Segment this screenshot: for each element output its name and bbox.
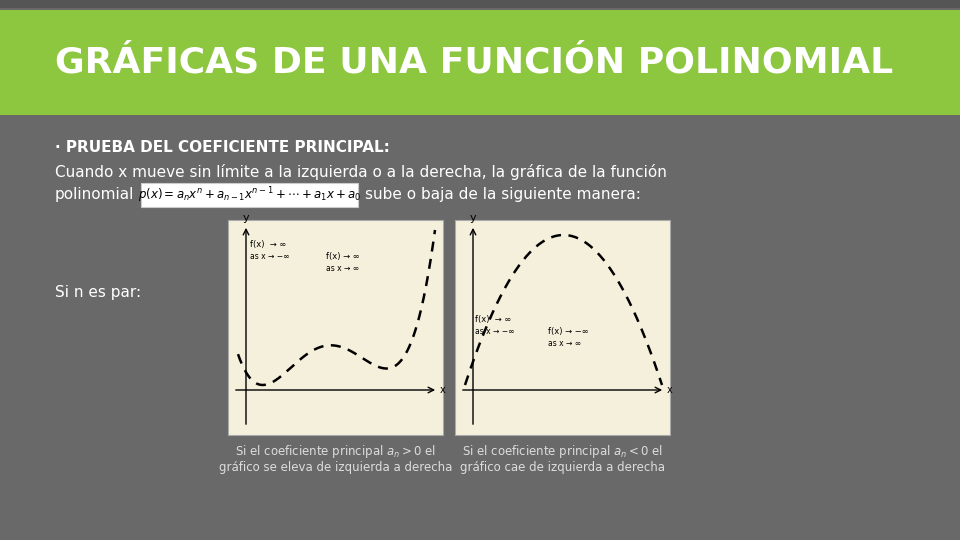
Text: sube o baja de la siguiente manera:: sube o baja de la siguiente manera: — [365, 187, 641, 202]
Text: as x → −∞: as x → −∞ — [250, 252, 290, 261]
Text: gráfico cae de izquierda a derecha: gráfico cae de izquierda a derecha — [460, 461, 665, 474]
Text: as x → ∞: as x → ∞ — [326, 264, 359, 273]
Text: x: x — [440, 385, 445, 395]
Text: f(x)  → ∞: f(x) → ∞ — [475, 315, 512, 324]
FancyBboxPatch shape — [141, 183, 358, 207]
Text: f(x)  → ∞: f(x) → ∞ — [250, 240, 286, 249]
Text: y: y — [469, 213, 476, 223]
Text: Cuando x mueve sin límite a la izquierda o a la derecha, la gráfica de la funció: Cuando x mueve sin límite a la izquierda… — [55, 164, 667, 180]
Bar — [0, 0, 960, 8]
Bar — [0, 10, 960, 115]
Text: polinomial: polinomial — [55, 187, 134, 202]
Text: gráfico se eleva de izquierda a derecha: gráfico se eleva de izquierda a derecha — [219, 461, 452, 474]
Bar — [228, 220, 443, 435]
Text: as x → ∞: as x → ∞ — [548, 339, 581, 348]
Text: $p(x)=a_n x^n+a_{n-1}x^{n-1}+\cdots+a_1 x+a_0$: $p(x)=a_n x^n+a_{n-1}x^{n-1}+\cdots+a_1 … — [138, 185, 361, 205]
Text: f(x) → −∞: f(x) → −∞ — [548, 327, 588, 336]
Text: Si n es par:: Si n es par: — [55, 285, 141, 300]
Text: y: y — [243, 213, 250, 223]
Text: Si el coeficiente principal $a_n < 0$ el: Si el coeficiente principal $a_n < 0$ el — [462, 443, 663, 461]
Text: x: x — [667, 385, 673, 395]
Text: as x → −∞: as x → −∞ — [475, 327, 515, 336]
Text: GRÁFICAS DE UNA FUNCIÓN POLINOMIAL: GRÁFICAS DE UNA FUNCIÓN POLINOMIAL — [55, 45, 893, 79]
Text: f(x) → ∞: f(x) → ∞ — [326, 252, 360, 261]
Text: Si el coeficiente principal $a_n > 0$ el: Si el coeficiente principal $a_n > 0$ el — [235, 443, 436, 461]
Text: · PRUEBA DEL COEFICIENTE PRINCIPAL:: · PRUEBA DEL COEFICIENTE PRINCIPAL: — [55, 140, 390, 156]
Bar — [455, 220, 670, 435]
